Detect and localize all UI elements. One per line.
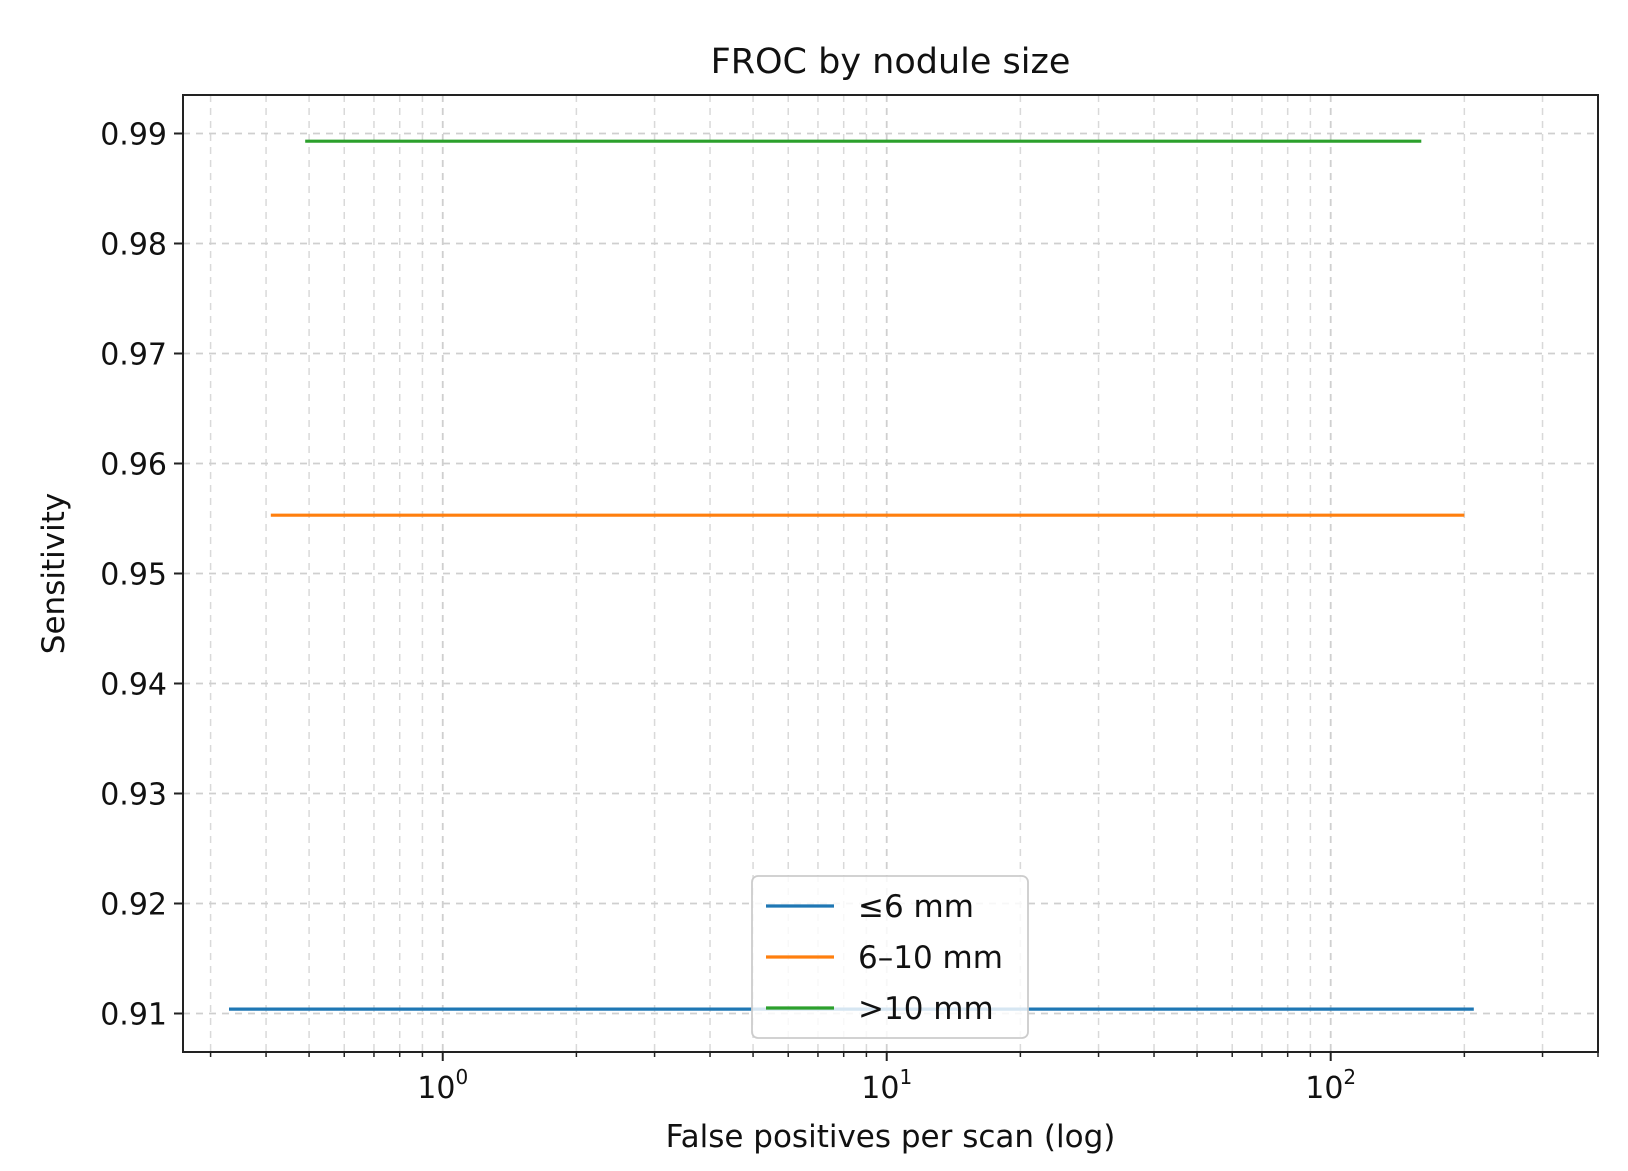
x-tick-label: 100 <box>417 1065 468 1106</box>
x-tick-exponent: 0 <box>455 1065 468 1089</box>
y-tick-label: 0.92 <box>100 888 167 923</box>
legend-label: 6–10 mm <box>858 940 1003 976</box>
legend-label: ≤6 mm <box>858 889 974 925</box>
x-tick-base: 10 <box>861 1071 899 1106</box>
x-tick-label: 101 <box>861 1065 912 1106</box>
y-tick-label: 0.96 <box>100 448 167 483</box>
x-axis-label: False positives per scan (log) <box>666 1119 1116 1155</box>
y-tick-label: 0.91 <box>100 998 167 1033</box>
legend-box <box>751 875 1029 1039</box>
y-axis-label: Sensitivity <box>36 493 72 654</box>
x-tick-exponent: 2 <box>1343 1065 1356 1089</box>
y-tick-label: 0.99 <box>100 118 167 153</box>
legend-label: >10 mm <box>858 991 994 1027</box>
ticks: 100 101 1020.910.920.930.940.950.960.970.9… <box>100 118 1599 1106</box>
x-tick-base: 10 <box>417 1071 455 1106</box>
y-tick-label: 0.97 <box>100 338 167 373</box>
y-tick-label: 0.93 <box>100 778 167 813</box>
x-tick-label: 102 <box>1305 1065 1356 1106</box>
chart-title: FROC by nodule size <box>711 42 1071 82</box>
y-tick-label: 0.95 <box>100 558 167 593</box>
legend: ≤6 mm 6–10 mm >10 mm <box>751 875 1029 1039</box>
x-tick-base: 10 <box>1305 1071 1343 1106</box>
x-tick-exponent: 1 <box>899 1065 912 1089</box>
y-tick-label: 0.94 <box>100 668 167 703</box>
y-tick-label: 0.98 <box>100 228 167 263</box>
